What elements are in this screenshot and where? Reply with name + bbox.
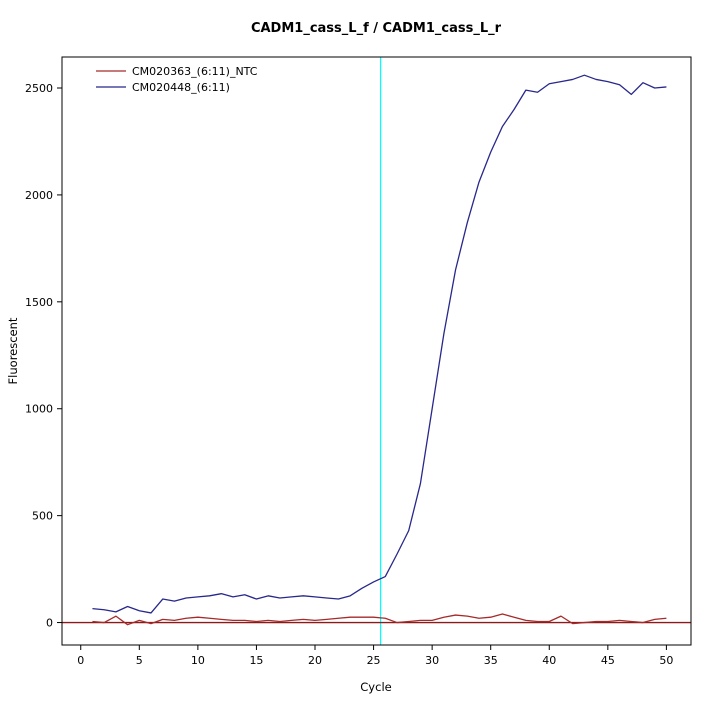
legend: CM020363_(6:11)_NTC CM020448_(6:11) xyxy=(96,65,258,94)
y-tick-label: 1000 xyxy=(25,403,53,416)
y-tick-label: 500 xyxy=(32,510,53,523)
x-tick-label: 25 xyxy=(367,654,381,667)
x-tick-label: 50 xyxy=(659,654,673,667)
legend-label-ntc: CM020363_(6:11)_NTC xyxy=(132,65,258,78)
y-tick-label: 2500 xyxy=(25,82,53,95)
x-tick-label: 45 xyxy=(601,654,615,667)
chart-title: CADM1_cass_L_f / CADM1_cass_L_r xyxy=(251,21,502,36)
x-tick-label: 35 xyxy=(484,654,498,667)
y-axis-label: Fluorescent xyxy=(6,317,20,384)
legend-label-sample: CM020448_(6:11) xyxy=(132,81,230,94)
x-tick-label: 5 xyxy=(136,654,143,667)
x-tick-label: 0 xyxy=(77,654,84,667)
series-line-1 xyxy=(92,74,667,614)
x-tick-label: 40 xyxy=(542,654,556,667)
x-axis-label: Cycle xyxy=(360,680,391,694)
x-tick-label: 10 xyxy=(191,654,205,667)
x-tick-label: 20 xyxy=(308,654,322,667)
x-tick-label: 30 xyxy=(425,654,439,667)
y-tick-label: 0 xyxy=(46,617,53,630)
plot-border xyxy=(61,56,692,646)
y-tick-label: 1500 xyxy=(25,296,53,309)
x-tick-label: 15 xyxy=(249,654,263,667)
series-line-0 xyxy=(92,613,667,626)
y-tick-label: 2000 xyxy=(25,189,53,202)
